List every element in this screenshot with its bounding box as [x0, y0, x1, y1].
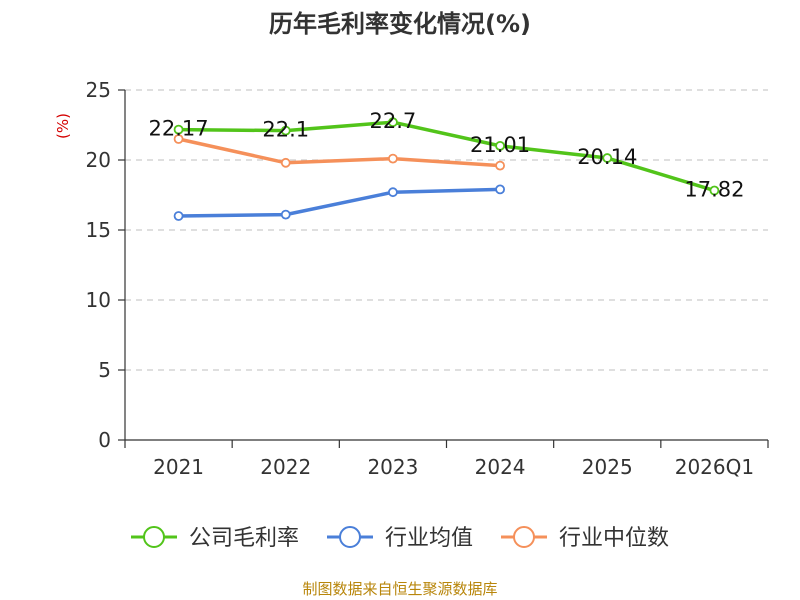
x-tick-label: 2023: [367, 455, 418, 479]
data-point: [173, 124, 184, 135]
y-tick-label: 20: [86, 148, 111, 172]
data-point: [173, 211, 184, 221]
legend-label: 行业均值: [385, 526, 473, 551]
legend-item-1: 行业均值: [327, 526, 473, 551]
data-point: [602, 153, 613, 163]
y-axis-unit-label: (%): [54, 113, 72, 139]
legend-marker: [339, 526, 361, 548]
y-tick-label: 10: [86, 288, 111, 312]
y-tick-label: 15: [86, 218, 111, 242]
data-point: [388, 117, 398, 128]
source-note: 制图数据来自恒生聚源数据库: [302, 580, 497, 598]
x-tick-label: 2021: [153, 455, 204, 479]
series-line: [176, 187, 502, 218]
legend-marker: [143, 526, 165, 548]
y-tick-label: 5: [98, 358, 111, 382]
legend-item-0: 公司毛利率: [131, 526, 299, 551]
chart-title: 历年毛利率变化情况(%): [269, 10, 531, 38]
grid-lines: [125, 89, 768, 371]
y-tick-label: 25: [86, 78, 111, 102]
data-point: [495, 140, 505, 151]
series-1: [173, 184, 505, 221]
data-label: 17.82: [684, 178, 744, 202]
legend-item-2: 行业中位数: [501, 526, 669, 551]
data-label: 21.01: [470, 133, 530, 157]
series-line: [176, 120, 717, 193]
data-label: 22.17: [149, 117, 209, 141]
data-labels: 22.17 22.1 22.7 21.01 20.14 17.82: [149, 109, 745, 201]
x-tick-label: 2024: [475, 455, 526, 479]
y-tick-label: 0: [98, 428, 111, 452]
data-label: 20.14: [577, 145, 637, 169]
data-point: [388, 187, 398, 198]
x-tick-label: 2026Q1: [675, 455, 754, 479]
series-2: [173, 134, 505, 171]
legend-label: 公司毛利率: [189, 526, 299, 551]
legend-label: 行业中位数: [559, 526, 669, 551]
data-point: [495, 184, 505, 195]
data-label: 22.7: [370, 109, 417, 133]
series-layer: [173, 117, 720, 221]
legend-marker: [513, 526, 535, 548]
series-line: [176, 137, 502, 168]
data-label: 22.1: [262, 118, 309, 142]
x-tick-label: 2022: [260, 455, 311, 479]
series-0: [173, 117, 720, 196]
data-point: [495, 160, 505, 171]
legend: 公司毛利率 行业均值 行业中位数: [131, 526, 669, 551]
x-tick-label: 2025: [582, 455, 633, 479]
data-point: [173, 134, 184, 144]
data-point: [709, 185, 720, 196]
data-point: [280, 125, 291, 136]
data-point: [280, 209, 291, 220]
data-point: [388, 153, 398, 164]
data-point: [280, 157, 291, 168]
